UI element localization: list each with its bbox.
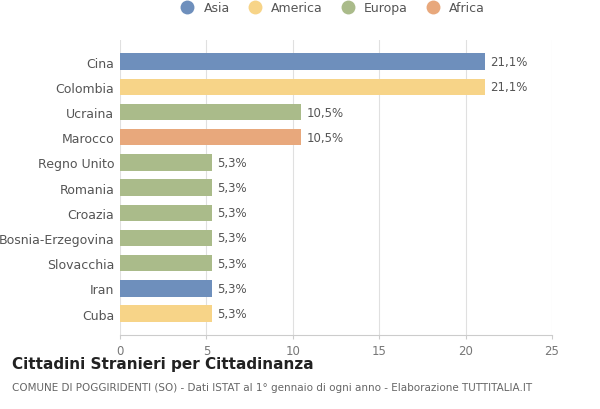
Text: 5,3%: 5,3%	[217, 157, 247, 169]
Text: 5,3%: 5,3%	[217, 282, 247, 295]
Bar	[120, 105, 301, 121]
Bar	[120, 54, 485, 71]
Bar	[120, 255, 212, 272]
Bar	[120, 180, 212, 196]
Bar	[120, 79, 485, 96]
Text: 10,5%: 10,5%	[307, 131, 344, 144]
Bar	[120, 155, 212, 171]
Text: 10,5%: 10,5%	[307, 106, 344, 119]
Text: COMUNE DI POGGIRIDENTI (SO) - Dati ISTAT al 1° gennaio di ogni anno - Elaborazio: COMUNE DI POGGIRIDENTI (SO) - Dati ISTAT…	[12, 382, 532, 392]
Text: 21,1%: 21,1%	[490, 81, 527, 94]
Text: 5,3%: 5,3%	[217, 307, 247, 320]
Text: 21,1%: 21,1%	[490, 56, 527, 69]
Text: 5,3%: 5,3%	[217, 232, 247, 245]
Legend: Asia, America, Europa, Africa: Asia, America, Europa, Africa	[175, 2, 485, 15]
Bar	[120, 205, 212, 221]
Bar	[120, 306, 212, 322]
Bar	[120, 281, 212, 297]
Text: Cittadini Stranieri per Cittadinanza: Cittadini Stranieri per Cittadinanza	[12, 356, 314, 371]
Text: 5,3%: 5,3%	[217, 257, 247, 270]
Bar	[120, 130, 301, 146]
Bar	[120, 230, 212, 247]
Text: 5,3%: 5,3%	[217, 207, 247, 220]
Text: 5,3%: 5,3%	[217, 182, 247, 195]
